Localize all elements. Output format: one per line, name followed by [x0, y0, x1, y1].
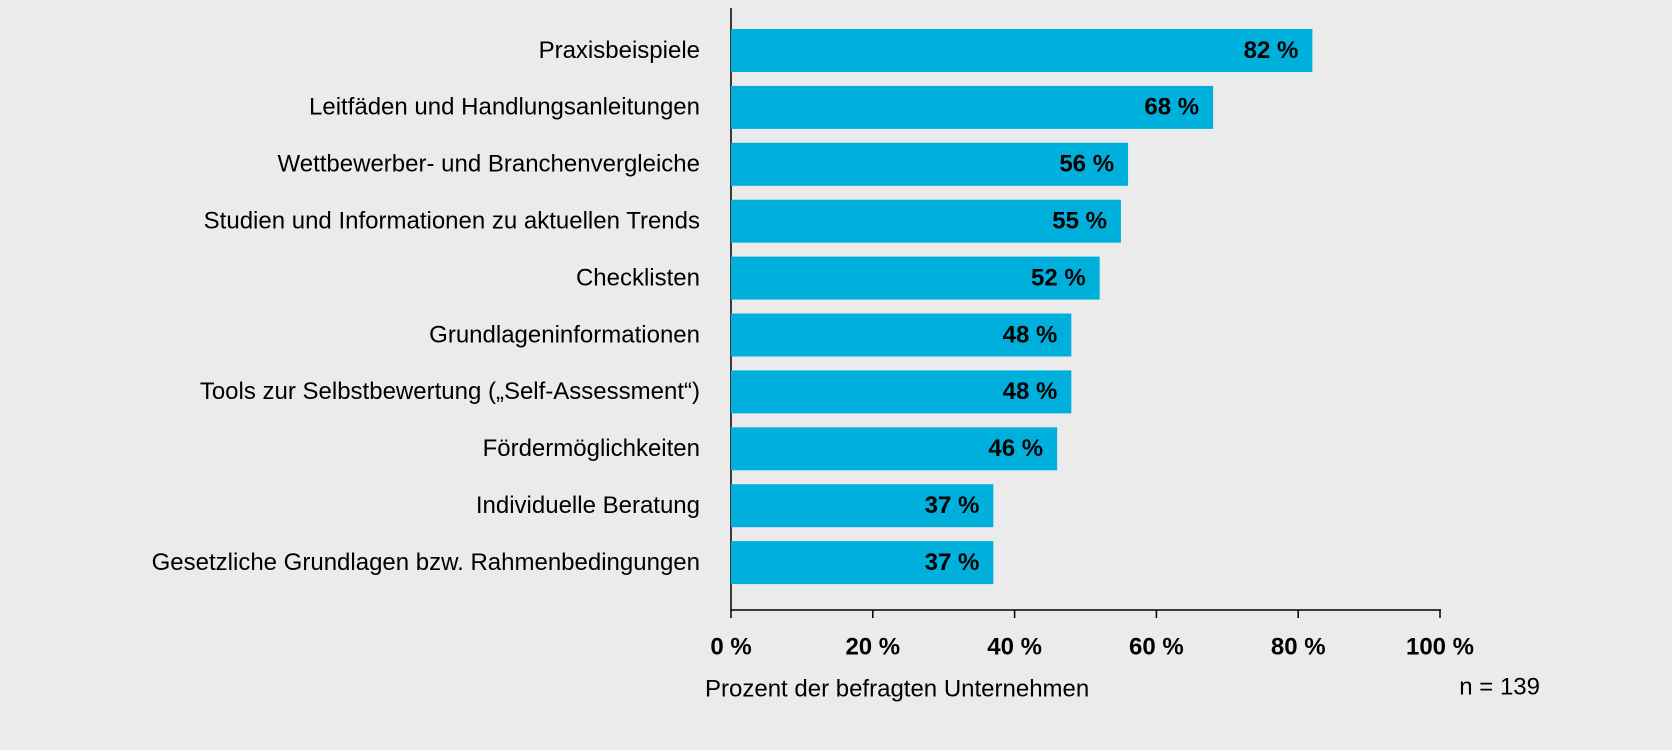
bar — [731, 427, 1058, 471]
x-axis-label: Prozent der befragten Unternehmen — [705, 675, 1089, 702]
value-label: 52 % — [1031, 264, 1086, 291]
bar — [731, 142, 1129, 186]
y-tick-label: Individuelle Beratung — [476, 492, 700, 519]
x-tick-label: 40 % — [987, 633, 1042, 660]
value-label: 82 % — [1244, 37, 1299, 64]
bar — [731, 313, 1072, 357]
bar — [731, 541, 994, 585]
value-label: 68 % — [1144, 94, 1199, 121]
value-label: 56 % — [1059, 151, 1114, 178]
value-label: 37 % — [925, 492, 980, 519]
bar — [731, 29, 1313, 72]
value-label: 48 % — [1003, 378, 1058, 405]
sample-size: n = 139 — [1459, 673, 1540, 700]
bar — [731, 256, 1100, 300]
value-label: 55 % — [1052, 208, 1107, 235]
bar — [731, 484, 994, 528]
y-tick-label: Wettbewerber- und Branchenvergleiche — [278, 151, 700, 178]
bar — [731, 85, 1214, 129]
y-tick-label: Praxisbeispiele — [539, 37, 700, 64]
y-tick-label: Checklisten — [576, 264, 700, 291]
y-tick-label: Leitfäden und Handlungsanleitungen — [309, 94, 700, 121]
y-tick-label: Grundlageninformationen — [429, 321, 700, 348]
value-label: 37 % — [925, 549, 980, 576]
x-tick-label: 60 % — [1129, 633, 1184, 660]
x-tick-label: 0 % — [710, 633, 751, 660]
x-tick-label: 20 % — [845, 633, 900, 660]
bar — [731, 370, 1072, 414]
y-tick-label: Tools zur Selbstbewertung („Self-Assessm… — [200, 378, 700, 405]
x-tick-label: 100 % — [1406, 633, 1474, 660]
y-tick-label: Fördermöglichkeiten — [483, 435, 700, 462]
value-label: 46 % — [988, 435, 1043, 462]
x-tick-label: 80 % — [1271, 633, 1326, 660]
y-tick-label: Studien und Informationen zu aktuellen T… — [204, 208, 700, 235]
value-label: 48 % — [1003, 321, 1058, 348]
y-tick-label: Gesetzliche Grundlagen bzw. Rahmenbeding… — [152, 549, 700, 576]
bar — [731, 199, 1121, 243]
